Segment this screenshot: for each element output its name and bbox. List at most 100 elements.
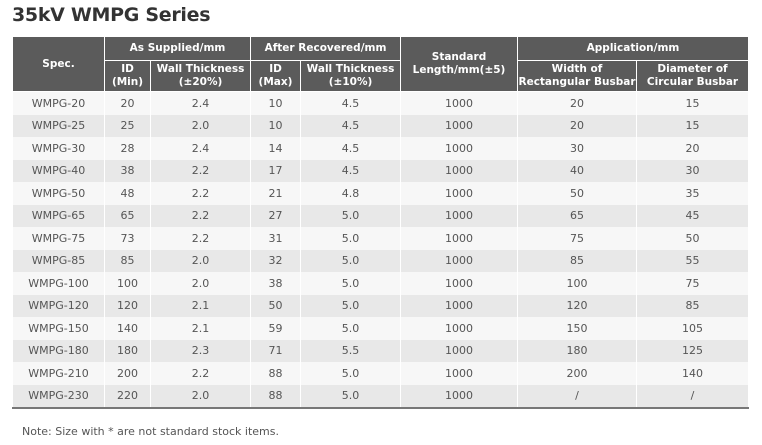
- cell-spec: WMPG-120: [12, 294, 105, 317]
- cell-wall-thickness-supplied: 2.4: [150, 137, 251, 160]
- cell-busbar-width: 75: [517, 227, 637, 250]
- cell-busbar-width: 50: [517, 182, 637, 205]
- cell-id-max: 32: [250, 249, 301, 272]
- header-wall-10: Wall Thickness (±10%): [300, 60, 401, 92]
- cell-wall-thickness-recovered: 5.0: [300, 294, 401, 317]
- cell-busbar-width: 150: [517, 317, 637, 340]
- cell-spec: WMPG-230: [12, 384, 105, 408]
- cell-spec: WMPG-100: [12, 272, 105, 295]
- cell-id-min: 48: [104, 182, 151, 205]
- cell-id-max: 71: [250, 339, 301, 362]
- cell-wall-thickness-supplied: 2.2: [150, 182, 251, 205]
- cell-busbar-width: 100: [517, 272, 637, 295]
- cell-busbar-width: /: [517, 384, 637, 408]
- cell-standard-length: 1000: [400, 362, 518, 385]
- cell-id-max: 27: [250, 204, 301, 227]
- table-row: WMPG-50 48 2.2 21 4.8 1000 50 35: [12, 182, 750, 205]
- header-id-max: ID (Max): [250, 60, 301, 92]
- table-row: WMPG-40 38 2.2 17 4.5 1000 40 30: [12, 159, 750, 182]
- footnote: Note: Size with * are not standard stock…: [22, 425, 280, 438]
- cell-spec: WMPG-85: [12, 249, 105, 272]
- cell-busbar-diameter: 15: [635, 91, 750, 115]
- cell-wall-thickness-recovered: 5.0: [300, 249, 401, 272]
- cell-busbar-width: 180: [517, 339, 637, 362]
- cell-wall-thickness-supplied: 2.2: [150, 204, 251, 227]
- cell-id-min: 100: [104, 272, 151, 295]
- cell-spec: WMPG-20: [12, 91, 105, 115]
- cell-id-min: 120: [104, 294, 151, 317]
- cell-id-max: 50: [250, 294, 301, 317]
- cell-wall-thickness-supplied: 2.1: [150, 294, 251, 317]
- cell-id-min: 85: [104, 249, 151, 272]
- cell-spec: WMPG-75: [12, 227, 105, 250]
- cell-busbar-width: 85: [517, 249, 637, 272]
- cell-busbar-diameter: 35: [635, 182, 750, 205]
- cell-standard-length: 1000: [400, 249, 518, 272]
- cell-id-min: 140: [104, 317, 151, 340]
- cell-wall-thickness-supplied: 2.1: [150, 317, 251, 340]
- cell-busbar-width: 120: [517, 294, 637, 317]
- cell-busbar-diameter: 140: [635, 362, 750, 385]
- cell-id-max: 21: [250, 182, 301, 205]
- cell-busbar-diameter: 20: [635, 137, 750, 160]
- cell-standard-length: 1000: [400, 182, 518, 205]
- table-row: WMPG-210 200 2.2 88 5.0 1000 200 140: [12, 362, 750, 385]
- cell-id-max: 17: [250, 159, 301, 182]
- cell-standard-length: 1000: [400, 317, 518, 340]
- cell-spec: WMPG-65: [12, 204, 105, 227]
- cell-wall-thickness-recovered: 4.5: [300, 91, 401, 115]
- table-row: WMPG-65 65 2.2 27 5.0 1000 65 45: [12, 204, 750, 227]
- header-as-supplied: As Supplied/mm: [104, 36, 251, 61]
- cell-wall-thickness-recovered: 4.8: [300, 182, 401, 205]
- cell-spec: WMPG-30: [12, 137, 105, 160]
- cell-id-max: 10: [250, 114, 301, 137]
- cell-id-max: 88: [250, 362, 301, 385]
- cell-wall-thickness-supplied: 2.0: [150, 272, 251, 295]
- header-spec: Spec.: [12, 36, 105, 92]
- cell-id-min: 28: [104, 137, 151, 160]
- cell-busbar-width: 30: [517, 137, 637, 160]
- table-row: WMPG-100 100 2.0 38 5.0 1000 100 75: [12, 272, 750, 295]
- cell-id-min: 25: [104, 114, 151, 137]
- table-row: WMPG-30 28 2.4 14 4.5 1000 30 20: [12, 137, 750, 160]
- cell-wall-thickness-recovered: 5.0: [300, 317, 401, 340]
- cell-wall-thickness-recovered: 4.5: [300, 114, 401, 137]
- cell-standard-length: 1000: [400, 137, 518, 160]
- cell-id-min: 65: [104, 204, 151, 227]
- cell-busbar-width: 40: [517, 159, 637, 182]
- cell-busbar-diameter: 30: [635, 159, 750, 182]
- table-row: WMPG-180 180 2.3 71 5.5 1000 180 125: [12, 339, 750, 362]
- cell-id-min: 180: [104, 339, 151, 362]
- header-after-recovered: After Recovered/mm: [250, 36, 401, 61]
- cell-busbar-diameter: 85: [635, 294, 750, 317]
- cell-wall-thickness-supplied: 2.2: [150, 227, 251, 250]
- cell-standard-length: 1000: [400, 384, 518, 408]
- cell-id-max: 31: [250, 227, 301, 250]
- cell-wall-thickness-recovered: 4.5: [300, 159, 401, 182]
- cell-spec: WMPG-210: [12, 362, 105, 385]
- table-row: WMPG-85 85 2.0 32 5.0 1000 85 55: [12, 249, 750, 272]
- cell-standard-length: 1000: [400, 227, 518, 250]
- cell-wall-thickness-recovered: 5.0: [300, 384, 401, 408]
- cell-spec: WMPG-25: [12, 114, 105, 137]
- cell-busbar-diameter: 75: [635, 272, 750, 295]
- cell-wall-thickness-recovered: 5.0: [300, 204, 401, 227]
- cell-busbar-width: 200: [517, 362, 637, 385]
- cell-busbar-width: 20: [517, 91, 637, 115]
- cell-wall-thickness-recovered: 5.0: [300, 227, 401, 250]
- table-row: WMPG-120 120 2.1 50 5.0 1000 120 85: [12, 294, 750, 317]
- table-row: WMPG-20 20 2.4 10 4.5 1000 20 15: [12, 91, 750, 115]
- cell-busbar-width: 20: [517, 114, 637, 137]
- cell-wall-thickness-supplied: 2.3: [150, 339, 251, 362]
- cell-wall-thickness-supplied: 2.2: [150, 362, 251, 385]
- cell-id-max: 10: [250, 91, 301, 115]
- cell-id-max: 38: [250, 272, 301, 295]
- header-application: Application/mm: [516, 36, 750, 61]
- spec-table: Spec. As Supplied/mm After Recovered/mm …: [12, 36, 750, 409]
- header-standard-length: Standard Length/mm(±5): [400, 36, 518, 92]
- cell-spec: WMPG-40: [12, 159, 105, 182]
- table-row: WMPG-230 220 2.0 88 5.0 1000//: [12, 384, 750, 408]
- cell-wall-thickness-supplied: 2.4: [150, 91, 251, 115]
- cell-id-min: 20: [104, 91, 151, 115]
- header-dia-circ: Diameter of Circular Busbar: [635, 60, 750, 92]
